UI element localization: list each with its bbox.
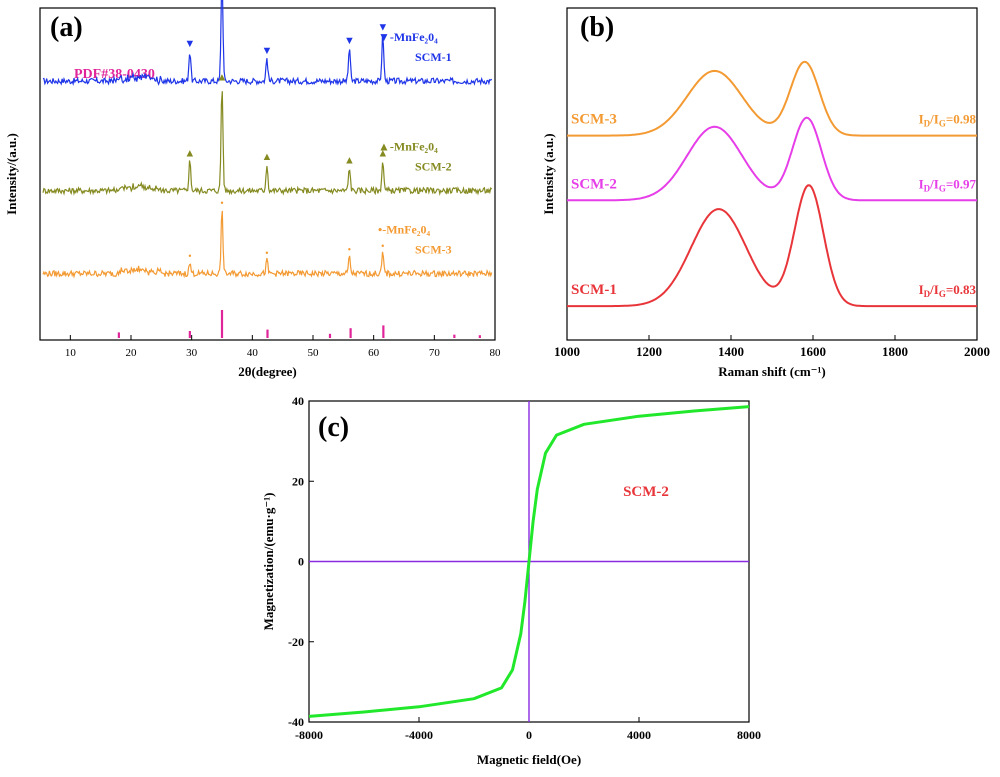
y-tick-label-c: 0 — [298, 555, 304, 569]
x-tick-label-a: 20 — [126, 347, 138, 359]
x-tick-label-b: 2000 — [964, 344, 990, 359]
peak-marker: ▼ — [184, 38, 195, 50]
peak-marker: ▼ — [344, 35, 355, 47]
plot-frame-b — [567, 8, 977, 340]
x-tick-label-b: 1800 — [882, 344, 908, 359]
id-ig-ratio: ID/IG=0.97 — [919, 176, 977, 193]
x-axis-label-c: Magnetic field(Oe) — [477, 752, 581, 767]
peak-marker: ▲ — [184, 148, 195, 160]
raman-trace — [567, 185, 977, 306]
x-tick-label-a: 40 — [247, 347, 259, 359]
y-tick-label-c: 40 — [292, 394, 304, 408]
legend-phase: -MnFe₂0₄ — [390, 30, 438, 44]
series-legend-a: ▼-MnFe₂0₄ — [378, 30, 438, 44]
x-tick-label-a: 80 — [490, 347, 502, 359]
peak-marker: ▲ — [217, 71, 228, 83]
panel-letter-b: (b) — [580, 12, 614, 43]
ratio-part: G — [939, 119, 946, 129]
x-tick-label-b: 1000 — [554, 344, 580, 359]
x-tick-label-b: 1200 — [636, 344, 662, 359]
x-axis-label-b: Raman shift (cm⁻¹) — [718, 364, 826, 379]
peak-marker: ▲ — [344, 154, 355, 166]
panel-letter-c: (c) — [318, 412, 349, 443]
x-tick-label-c: 0 — [526, 728, 532, 742]
x-tick-label-b: 1400 — [718, 344, 744, 359]
panel-c-magnetization-chart: -8000 -4000 0 4000 8000 -40 -20 0 20 40 Magnetic f… — [261, 394, 761, 767]
ratio-part: G — [939, 183, 946, 193]
raman-trace — [567, 118, 977, 201]
peak-marker: • — [188, 252, 192, 263]
y-tick-label-c: -40 — [288, 715, 304, 729]
x-tick-label-b: 1600 — [800, 344, 826, 359]
x-tick-label-a: 50 — [308, 347, 320, 359]
legend-marker: ▼ — [378, 30, 390, 44]
id-ig-ratio: ID/IG=0.83 — [919, 282, 977, 299]
ratio-part: /I — [929, 176, 939, 191]
panel-b-raman-chart: 1000 1200 1400 1600 1800 2000 Raman shift (cm⁻… — [541, 8, 990, 379]
panel-a-xrd-chart: 10 20 30 40 50 60 70 80 2θ(degree) Intensity/(a.u… — [4, 0, 501, 379]
legend-marker: ▲ — [378, 140, 390, 154]
x-axis-label-a: 2θ(degree) — [238, 364, 297, 379]
id-ig-ratio: ID/IG=0.98 — [919, 112, 977, 129]
ratio-part: =0.97 — [946, 176, 977, 191]
series-name-a: SCM-2 — [415, 160, 452, 174]
series-name-b: SCM-1 — [571, 282, 617, 298]
series-legend-a: •-MnFe₂0₄ — [378, 223, 430, 237]
series-name-b: SCM-2 — [571, 176, 617, 192]
ratio-part: /I — [929, 282, 939, 297]
x-tick-label-a: 70 — [429, 347, 441, 359]
y-axis-label-a: Intensity/(a.u.) — [4, 133, 19, 215]
sample-annotation-c: SCM-2 — [623, 484, 669, 500]
peak-marker: ▼ — [261, 45, 272, 57]
x-tick-label-c: -8000 — [295, 728, 323, 742]
peak-marker: • — [348, 245, 352, 256]
ratio-part: G — [939, 289, 946, 299]
x-tick-label-c: 8000 — [737, 728, 761, 742]
y-tick-label-c: 20 — [292, 474, 304, 488]
series-name-a: SCM-3 — [415, 243, 452, 257]
panel-letter-a: (a) — [50, 12, 83, 43]
peak-marker: • — [381, 242, 385, 253]
series-name-b: SCM-3 — [571, 112, 617, 128]
x-tick-label-a: 30 — [186, 347, 198, 359]
ratio-part: =0.98 — [946, 112, 977, 127]
peak-marker: • — [265, 248, 269, 259]
ratio-part: /I — [929, 112, 939, 127]
x-tick-label-a: 10 — [65, 347, 77, 359]
series-legend-a: ▲-MnFe₂0₄ — [378, 140, 438, 154]
peak-marker: ▲ — [261, 151, 272, 163]
legend-phase: -MnFe₂0₄ — [382, 223, 430, 237]
peak-marker: • — [220, 199, 224, 210]
x-tick-label-a: 60 — [368, 347, 380, 359]
y-axis-label-c: Magnetization/(emu·g⁻¹) — [261, 493, 276, 631]
ratio-part: =0.83 — [946, 282, 977, 297]
y-axis-label-b: Intensity (a.u.) — [541, 133, 556, 214]
x-tick-label-c: -4000 — [405, 728, 433, 742]
legend-phase: -MnFe₂0₄ — [390, 140, 438, 154]
raman-trace — [567, 62, 977, 136]
x-tick-label-c: 4000 — [627, 728, 651, 742]
series-name-a: SCM-1 — [415, 50, 452, 64]
y-tick-label-c: -20 — [288, 635, 304, 649]
